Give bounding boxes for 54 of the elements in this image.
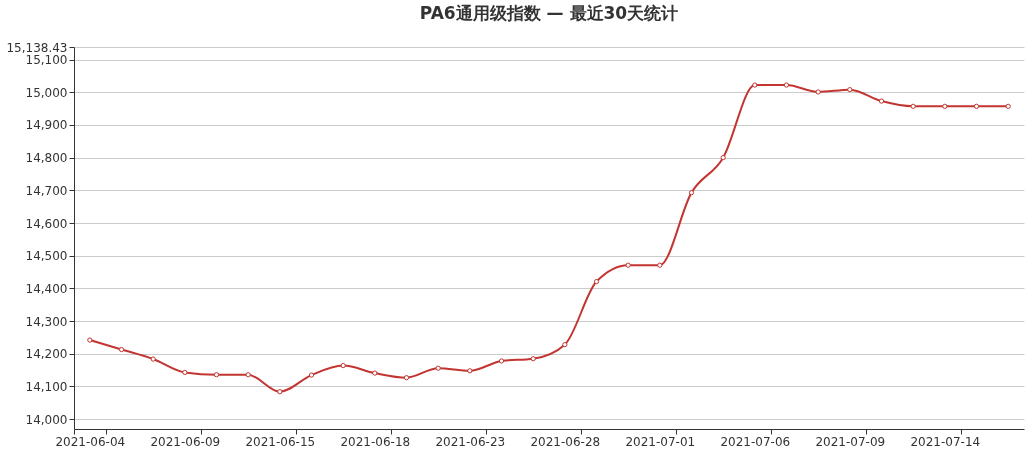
x-tick-label: 2021-07-09 (815, 434, 886, 449)
point (372, 370, 378, 376)
point (1005, 103, 1011, 109)
point (403, 375, 410, 381)
point (752, 82, 758, 88)
point (878, 98, 885, 104)
point (847, 87, 853, 93)
point (340, 362, 346, 369)
x-tick-label: 2021-06-18 (340, 434, 411, 449)
x-tick-label: 2021-06-23 (435, 434, 506, 449)
point (87, 337, 93, 343)
y-tick-label: 14,800 (25, 151, 68, 166)
point (973, 103, 980, 109)
x-tick-label: 2021-07-14 (910, 434, 981, 449)
point (498, 358, 505, 364)
y-tick-label: 14,100 (25, 380, 68, 394)
point (118, 346, 125, 353)
y-tick-label: 14,300 (25, 314, 68, 329)
x-tick-label: 2021-07-06 (720, 434, 791, 449)
point (562, 342, 568, 348)
point (720, 155, 726, 161)
x-tick-label: 2021-06-28 (530, 434, 601, 449)
y-tick-label: 14,700 (25, 183, 68, 198)
y-tick-label: 14,900 (25, 118, 68, 133)
y-tick-label: 15,100 (25, 53, 68, 68)
y-tick-label: 15,138.43 (6, 40, 68, 55)
point (467, 368, 473, 374)
y-tick-label: 15,000 (25, 85, 68, 100)
point (308, 372, 315, 378)
point (593, 278, 600, 285)
point (245, 372, 251, 378)
point (625, 262, 631, 268)
y-tick-label: 14,600 (25, 216, 68, 231)
y-tick-label: 14,400 (25, 281, 68, 296)
chart-title: PA6通用级指数 — 最近30天统计 (419, 3, 679, 23)
point (910, 103, 916, 109)
point (942, 103, 948, 109)
y-tick-label: 14,000 (25, 412, 68, 427)
y-tick-label: 14,200 (25, 347, 68, 362)
x-tick-label: 2021-06-04 (55, 434, 126, 449)
point (277, 389, 283, 395)
y-tick-label: 14,500 (25, 249, 68, 264)
x-tick-label: 2021-06-15 (245, 434, 316, 449)
point (213, 372, 220, 378)
point (688, 190, 695, 196)
point (435, 365, 441, 371)
point (815, 89, 821, 95)
point (657, 262, 663, 268)
x-tick-label: 2021-07-01 (625, 434, 696, 449)
point (150, 356, 156, 362)
point (530, 356, 536, 362)
point (783, 82, 790, 88)
point (182, 369, 188, 376)
x-tick-label: 2021-06-09 (150, 434, 221, 449)
